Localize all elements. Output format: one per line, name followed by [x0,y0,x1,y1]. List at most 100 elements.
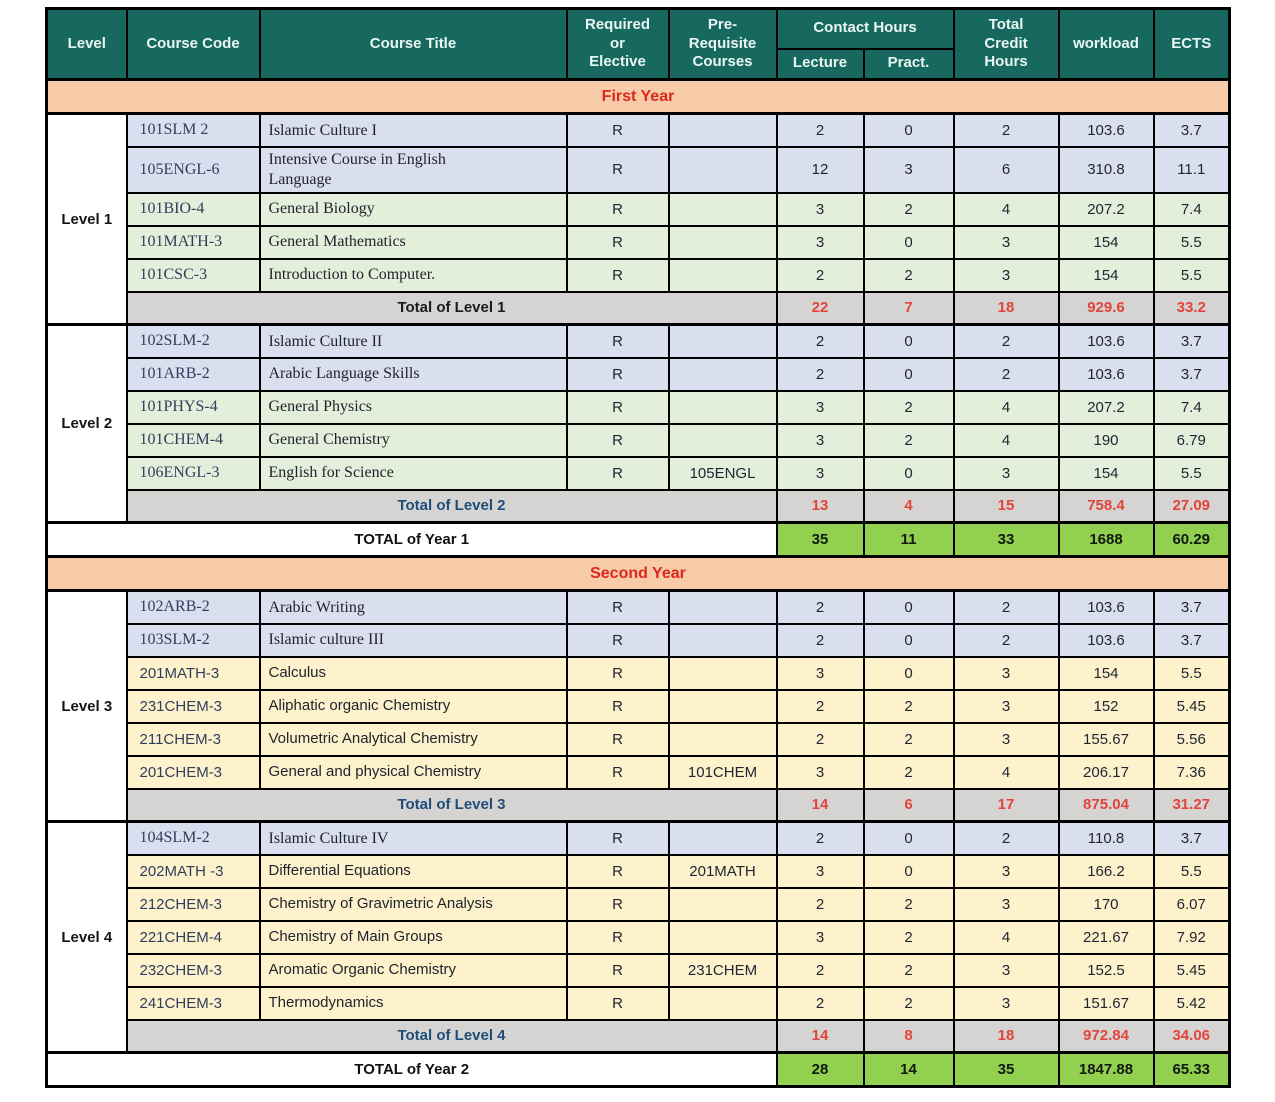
table-body: First Year Level 1 101SLM 2 Islamic Culture… [45,78,1231,1088]
prereq-cell: 101CHEM [667,754,778,790]
pract-hours-cell: 0 [862,112,955,148]
credit-hours-cell: 4 [952,919,1060,955]
prereq-cell [667,422,778,458]
course-title-cell: Volumetric Analytical Chemistry [258,721,568,757]
course-code-cell: 101BIO-4 [125,191,261,227]
course-code-cell: 201MATH-3 [125,655,261,691]
workload-cell: 152.5 [1057,952,1155,988]
year-banner-row: First Year [45,78,1231,115]
ects-cell: 5.5 [1152,853,1231,889]
pract-hours-cell: 0 [862,655,955,691]
pract-hours-cell: 2 [862,191,955,227]
course-row: 101ARB-2 Arabic Language Skills R 2 0 2 103.6 3… [47,356,1231,392]
lecture-hours-cell: 3 [775,389,865,425]
credit-hours-cell: 2 [952,820,1060,856]
year-total-lecture: 28 [775,1051,865,1088]
required-cell: R [565,389,670,425]
lecture-hours-cell: 3 [775,655,865,691]
course-code-cell: 101CHEM-4 [125,422,261,458]
course-row: Level 1 101SLM 2 Islamic Culture I R 2 0 2 103.… [45,112,1231,326]
course-title-cell: General and physical Chemistry [258,754,568,790]
lecture-hours-cell: 12 [775,145,865,194]
col-header-ects: ECTS [1152,7,1231,81]
year-total-label: TOTAL of Year 1 [45,521,778,558]
lecture-hours-cell: 2 [775,820,865,856]
workload-cell: 154 [1057,224,1155,260]
workload-cell: 166.2 [1057,853,1155,889]
course-code-cell: 101CSC-3 [125,257,261,293]
pract-hours-cell: 0 [862,853,955,889]
credit-hours-cell: 3 [952,224,1060,260]
lecture-hours-cell: 2 [775,356,865,392]
level-total-pract: 4 [862,488,955,524]
credit-hours-cell: 4 [952,389,1060,425]
pract-hours-cell: 2 [862,952,955,988]
workload-cell: 103.6 [1057,323,1155,359]
required-cell: R [565,754,670,790]
ects-cell: 5.45 [1152,952,1231,988]
pract-hours-cell: 2 [862,688,955,724]
course-title-cell: Aromatic Organic Chemistry [258,952,568,988]
level-total-ects: 31.27 [1152,787,1231,823]
col-header-pract: Pract. [862,47,955,81]
prereq-cell: 231CHEM [667,952,778,988]
credit-hours-cell: 2 [952,112,1060,148]
course-code-cell: 103SLM-2 [125,622,261,658]
course-title-cell: Differential Equations [258,853,568,889]
course-code-cell: 102SLM-2 [125,323,261,359]
prereq-cell [667,589,778,625]
level-total-lecture: 14 [775,787,865,823]
course-code-cell: 201CHEM-3 [125,754,261,790]
required-cell: R [565,622,670,658]
course-row: 201CHEM-3 General and physical Chemistry R… [47,754,1231,790]
course-row: 231CHEM-3 Aliphatic organic Chemistry R 2 2 3… [47,688,1231,724]
required-cell: R [565,985,670,1021]
level-cell: Level 1 [45,112,128,326]
pract-hours-cell: 0 [862,224,955,260]
ects-cell: 7.4 [1152,191,1231,227]
course-row: 101MATH-3 General Mathematics R 3 0 3 154 5.5 [47,224,1231,260]
col-header-pre-requisite: Pre- Requisite Courses [667,7,778,81]
lecture-hours-cell: 2 [775,952,865,988]
level-total-workload: 875.04 [1057,787,1155,823]
lecture-hours-cell: 3 [775,919,865,955]
year-total-ects: 65.33 [1152,1051,1231,1088]
level-total-label: Total of Level 3 [125,787,778,823]
credit-hours-cell: 3 [952,655,1060,691]
credit-hours-cell: 2 [952,589,1060,625]
pract-hours-cell: 0 [862,323,955,359]
col-header-required-or-elective: Required or Elective [565,7,670,81]
course-row: 211CHEM-3 Volumetric Analytical Chemistry… [47,721,1231,757]
level-cell: Level 2 [45,323,128,524]
course-code-cell: 101MATH-3 [125,224,261,260]
course-row: 101BIO-4 General Biology R 3 2 4 207.2 7.4 [47,191,1231,227]
course-code-cell: 211CHEM-3 [125,721,261,757]
required-cell: R [565,721,670,757]
course-row: Level 4 104SLM-2 Islamic Culture IV R 2 0 2 110… [45,820,1231,1054]
prereq-cell: 201MATH [667,853,778,889]
course-title-cell: Islamic Culture I [258,112,568,148]
pract-hours-cell: 2 [862,985,955,1021]
year-banner-row: Second Year [45,555,1231,592]
year-total-pract: 14 [862,1051,955,1088]
year-banner: Second Year [45,555,1231,592]
prereq-cell: 105ENGL [667,455,778,491]
prereq-cell [667,323,778,359]
required-cell: R [565,688,670,724]
ects-cell: 3.7 [1152,112,1231,148]
required-cell: R [565,455,670,491]
workload-cell: 152 [1057,688,1155,724]
course-title-cell: Calculus [258,655,568,691]
prereq-cell [667,191,778,227]
lecture-hours-cell: 2 [775,688,865,724]
required-cell: R [565,853,670,889]
col-header-course-title: Course Title [258,7,568,81]
ects-cell: 7.36 [1152,754,1231,790]
course-code-cell: 232CHEM-3 [125,952,261,988]
required-cell: R [565,323,670,359]
prereq-cell [667,389,778,425]
course-row: 201MATH-3 Calculus R 3 0 3 154 5.5 [47,655,1231,691]
ects-cell: 5.5 [1152,455,1231,491]
level-total-label: Total of Level 4 [125,1018,778,1054]
course-code-cell: 101PHYS-4 [125,389,261,425]
